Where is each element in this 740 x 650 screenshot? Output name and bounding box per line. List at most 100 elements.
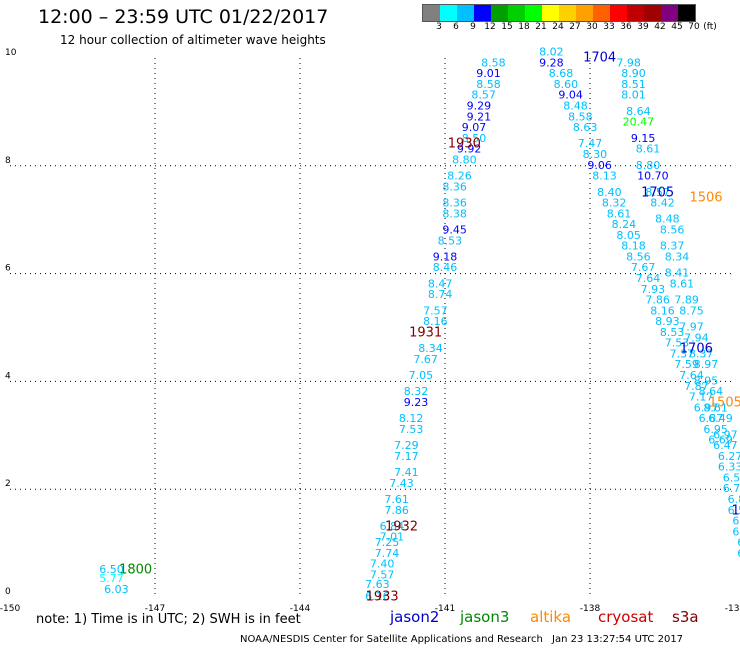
x-tick-label: -138 (580, 604, 601, 614)
wave-height-value: 8.97 (694, 358, 719, 371)
legend-swatch (559, 5, 576, 21)
wave-height-value: 8.13 (592, 170, 617, 183)
wave-height-value: 8.53 (660, 326, 685, 339)
wave-height-value: 8.24 (612, 218, 637, 231)
wave-height-values: 6.505.776.038.589.018.588.579.299.219.07… (99, 46, 740, 603)
wave-height-value: 8.53 (438, 234, 463, 247)
wave-height-value: 9.15 (631, 132, 656, 145)
wave-height-value: 8.56 (660, 223, 685, 236)
legend-bin-label: 6 (453, 22, 459, 32)
wave-height-value: 8.47 (428, 277, 453, 290)
wave-height-value: 8.32 (602, 197, 627, 210)
satellite-label-cryosat: cryosat (598, 608, 654, 626)
wave-height-value: 8.26 (447, 170, 472, 183)
wave-height-value: 8.18 (621, 240, 646, 253)
wave-height-value: 7.67 (413, 353, 438, 366)
y-tick-label: 10 (5, 48, 17, 58)
wave-height-value: 8.93 (655, 315, 680, 328)
legend-swatch (610, 5, 627, 21)
legend-bin-label: 21 (535, 22, 547, 32)
wave-height-value: 10.70 (637, 170, 669, 183)
wave-height-value: 6.49 (708, 412, 733, 425)
wave-height-value: 7.43 (389, 477, 414, 490)
wave-height-value: 9.06 (587, 159, 612, 172)
legend-bin-label: 27 (569, 22, 581, 32)
legend-swatch (644, 5, 661, 21)
track-time-label: 1505 (709, 395, 740, 410)
track-time-label: 1931 (409, 325, 442, 340)
wave-height-value: 8.02 (539, 46, 564, 59)
note-text: note: 1) Time is in UTC; 2) SWH is in fe… (36, 612, 301, 627)
wave-height-value: 9.45 (442, 223, 467, 236)
wave-height-value: 8.64 (626, 105, 651, 118)
track-time-label: 1932 (385, 519, 418, 534)
wave-height-value: 8.48 (563, 100, 588, 113)
track-time-label: 1704 (583, 51, 616, 66)
wave-height-value: 7.87 (684, 380, 709, 393)
legend-swatch (576, 5, 593, 21)
wave-height-value: 8.61 (670, 277, 695, 290)
track-time-label: 1930 (448, 137, 481, 152)
wave-height-value: 8.16 (423, 315, 448, 328)
wave-height-value: 8.58 (568, 110, 593, 123)
color-legend-bar (422, 4, 696, 22)
wave-height-value: 7.57 (370, 568, 395, 581)
wave-height-value: 9.18 (433, 250, 458, 263)
wave-height-value: 8.32 (404, 385, 429, 398)
wave-height-value: 8.57 (471, 89, 496, 102)
wave-height-value: 8.58 (476, 78, 501, 91)
x-tick-label: -141 (435, 604, 455, 614)
grid-lines (10, 58, 735, 597)
wave-height-value: 6.87 (699, 412, 724, 425)
wave-height-value: 6.95 (703, 423, 728, 436)
wave-height-value: 7.86 (645, 294, 670, 307)
chart-subtitle: 12 hour collection of altimeter wave hei… (60, 33, 326, 47)
wave-height-value: 9.28 (539, 56, 564, 69)
wave-height-value: 7.05 (409, 369, 434, 382)
wave-height-value: 8.90 (621, 67, 646, 80)
legend-bin-label: 3 (436, 22, 442, 32)
legend-swatch (542, 5, 559, 21)
legend-swatch (423, 5, 440, 21)
legend-bin-label: 30 (586, 22, 598, 32)
x-tick-label: -144 (290, 604, 311, 614)
track-time-label: 17 (732, 503, 740, 518)
wave-height-value: 6.84 (380, 520, 405, 533)
legend-swatch (457, 5, 474, 21)
wave-height-value: 8.01 (621, 89, 646, 102)
wave-height-value: 8.58 (481, 56, 506, 69)
y-tick-label: 6 (5, 264, 11, 274)
wave-height-value: 7.86 (384, 504, 409, 517)
wave-height-value: 8.30 (583, 148, 608, 161)
wave-height-value: 8.37 (660, 240, 685, 253)
wave-height-value: 7.97 (679, 321, 704, 334)
wave-height-value: 8.36 (442, 197, 467, 210)
legend-bin-label: 12 (484, 22, 496, 32)
wave-height-value: 7.64 (636, 272, 661, 285)
wave-height-value: 8.61 (703, 401, 728, 414)
wave-height-value: 7.53 (665, 337, 690, 350)
wave-height-value: 8.61 (607, 207, 632, 220)
wave-height-value: 9.07 (462, 121, 487, 134)
wave-height-value: 7.74 (375, 547, 400, 560)
wave-height-value: 8.61 (636, 143, 661, 156)
wave-height-value: 8.05 (616, 229, 641, 242)
wave-height-value: 6.84 (737, 547, 740, 560)
wave-height-value: 20.47 (623, 116, 655, 129)
wave-height-value: 8.37 (689, 347, 714, 360)
wave-height-value: 6.78 (723, 482, 740, 495)
wave-height-value: 8.51 (621, 78, 646, 91)
legend-bin-label: 45 (671, 22, 683, 32)
wave-height-value: 8.40 (597, 186, 622, 199)
x-tick-label: -150 (0, 604, 20, 614)
legend-bin-label: 15 (501, 22, 513, 32)
y-tick-label: 2 (5, 479, 11, 489)
wave-height-value: 9.92 (457, 143, 482, 156)
wave-height-value: 7.57 (423, 304, 448, 317)
y-tick-label: 0 (5, 587, 11, 597)
wave-height-value: 6.97 (713, 428, 738, 441)
x-tick-label: -147 (145, 604, 165, 614)
wave-height-value: 6.16 (365, 590, 390, 603)
legend-bin-label: 36 (620, 22, 632, 32)
legend-swatch (491, 5, 508, 21)
